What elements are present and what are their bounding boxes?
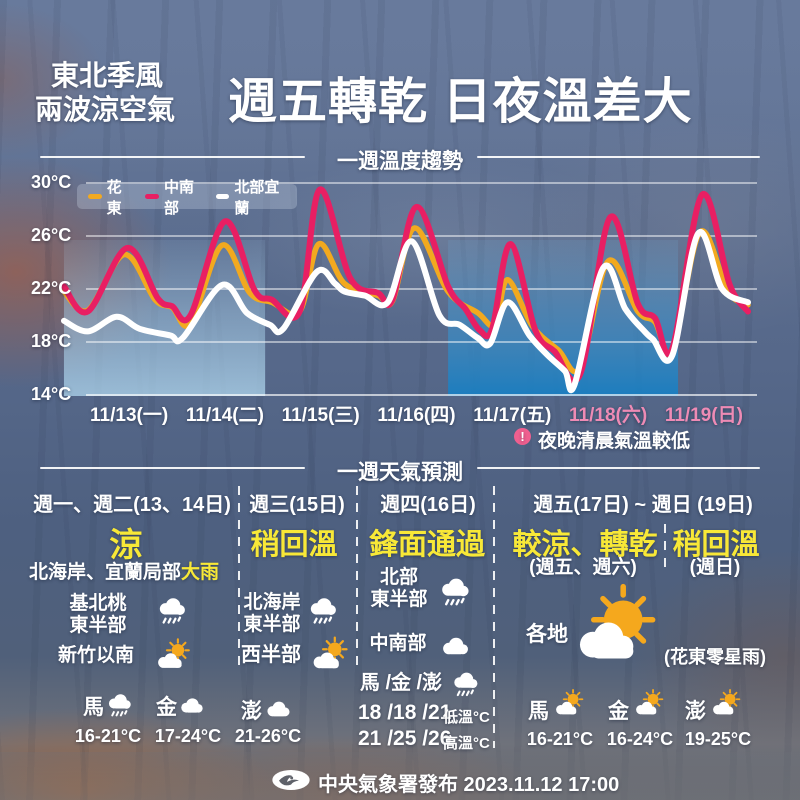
region-label: 基北桃 東半部 <box>69 593 127 636</box>
x-axis-label: 11/17(五) <box>473 405 552 426</box>
island-label: 金 <box>608 700 629 723</box>
chart-note: 夜晚清晨氣溫較低 <box>538 431 691 452</box>
y-axis-label: 18°C <box>31 331 72 351</box>
divider-line <box>40 467 305 469</box>
y-axis-label: 26°C <box>31 225 72 245</box>
island-temp: 21-26°C <box>234 726 302 746</box>
partly-sunny-icon <box>550 687 586 723</box>
rain-icon <box>103 688 136 721</box>
legend-item-huadong: 花東 <box>88 176 132 218</box>
rain-icon <box>304 591 342 629</box>
island-temp: 17-24°C <box>154 726 222 746</box>
region-label: 各地 <box>526 623 568 646</box>
region-label: 馬 /金 /澎 <box>359 672 443 694</box>
region-label: 西半部 <box>241 644 301 666</box>
col3-headline: 鋒面通過 <box>368 529 486 561</box>
low-temps-label: 低溫°C <box>443 709 490 726</box>
forecast-col4-header: 週五(17日) ~ 週日 (19日) <box>533 494 753 516</box>
cwa-bird-logo-icon <box>271 768 311 792</box>
forecast-col1-header: 週一、週二(13、14日) <box>33 494 231 516</box>
line-swatch-icon <box>88 194 102 199</box>
island-label: 馬 <box>83 696 104 719</box>
partly-sunny-icon <box>707 687 743 723</box>
x-axis-label: 11/19(日) <box>664 405 743 426</box>
island-temp: 19-25°C <box>684 729 752 749</box>
forecast-col3-header: 週四(16日) <box>380 494 476 516</box>
x-axis-label: 11/18(六) <box>569 405 648 426</box>
legend-label: 北部宜蘭 <box>234 178 280 217</box>
col1-subline-highlight: 大雨 <box>181 562 220 583</box>
col4-headline-left: 較涼、轉乾 <box>512 529 658 561</box>
x-axis-label: 11/15(三) <box>281 405 360 426</box>
region-label: 新竹以南 <box>57 645 135 666</box>
page-title: 週五轉乾 日夜溫差大 <box>228 75 693 129</box>
high-temps-label: 高溫°C <box>443 735 490 752</box>
legend-item-central-south: 中南部 <box>145 176 202 218</box>
high-temps: 21 /25 /26 <box>358 727 452 750</box>
exclamation-circle-icon: ! <box>514 428 531 445</box>
legend-label: 中南部 <box>164 178 195 217</box>
column-divider <box>493 486 495 748</box>
column-divider <box>238 486 240 668</box>
x-axis-label: 11/16(四) <box>377 405 456 426</box>
y-axis-label: 30°C <box>31 172 72 192</box>
divider-line <box>40 156 305 158</box>
rain-icon <box>448 666 483 701</box>
col2-headline: 稍回溫 <box>250 529 338 561</box>
line-swatch-icon <box>145 194 160 199</box>
low-temps: 18 /18 /21 <box>358 701 452 724</box>
legend-label: 花東 <box>106 178 122 217</box>
cloudy-icon <box>437 628 473 664</box>
region-note: (花東零星雨) <box>664 647 766 667</box>
rain-icon <box>435 571 475 611</box>
chart-section-title: 一週溫度趨勢 <box>337 150 463 173</box>
region-label: 北部 東半部 <box>370 567 428 610</box>
line-swatch-icon <box>215 194 230 199</box>
divider-line <box>477 467 760 469</box>
region-label: 中南部 <box>369 633 427 654</box>
col1-subline: 北海岸、宜蘭局部 <box>28 562 181 583</box>
forecast-section-title: 一週天氣預測 <box>337 461 463 484</box>
header-tagline-line2: 兩波涼空氣 <box>35 94 176 125</box>
y-axis-label: 14°C <box>31 384 72 404</box>
partly-sunny-icon <box>306 634 351 679</box>
x-axis-label: 11/14(二) <box>185 405 264 426</box>
y-axis-label: 22°C <box>31 278 72 298</box>
sunny-cloud-icon <box>568 583 660 675</box>
col4-subtitle-right: (週日) <box>689 557 741 578</box>
divider-line <box>477 156 760 158</box>
col4-headline-right: 稍回溫 <box>672 529 760 561</box>
legend-item-north-yilan: 北部宜蘭 <box>215 176 286 218</box>
x-axis-label: 11/13(一) <box>90 405 169 426</box>
mini-divider <box>664 524 666 570</box>
column-divider <box>356 486 358 668</box>
cloudy-icon <box>176 690 207 721</box>
forecast-col2-header: 週三(15日) <box>249 494 345 516</box>
col4-subtitle-left: (週五、週六) <box>529 557 637 578</box>
island-temp: 16-21°C <box>526 729 594 749</box>
background-road <box>0 752 800 800</box>
region-label: 北海岸 東半部 <box>243 592 301 635</box>
island-label: 金 <box>156 696 177 719</box>
island-temp: 16-24°C <box>606 729 674 749</box>
cloudy-icon <box>262 693 294 725</box>
header-tagline-line1: 東北季風 <box>51 60 164 91</box>
rain-icon <box>153 591 191 629</box>
footer-text: 中央氣象署發布 2023.11.12 17:00 <box>318 774 620 796</box>
island-label: 澎 <box>241 700 262 723</box>
island-label: 澎 <box>685 700 706 723</box>
island-label: 馬 <box>528 700 549 723</box>
col1-headline: 涼 <box>109 526 143 563</box>
partly-sunny-icon <box>630 687 666 723</box>
chart-legend: 花東 中南部 北部宜蘭 <box>77 179 297 217</box>
partly-sunny-icon <box>151 636 193 678</box>
island-temp: 16-21°C <box>74 726 142 746</box>
